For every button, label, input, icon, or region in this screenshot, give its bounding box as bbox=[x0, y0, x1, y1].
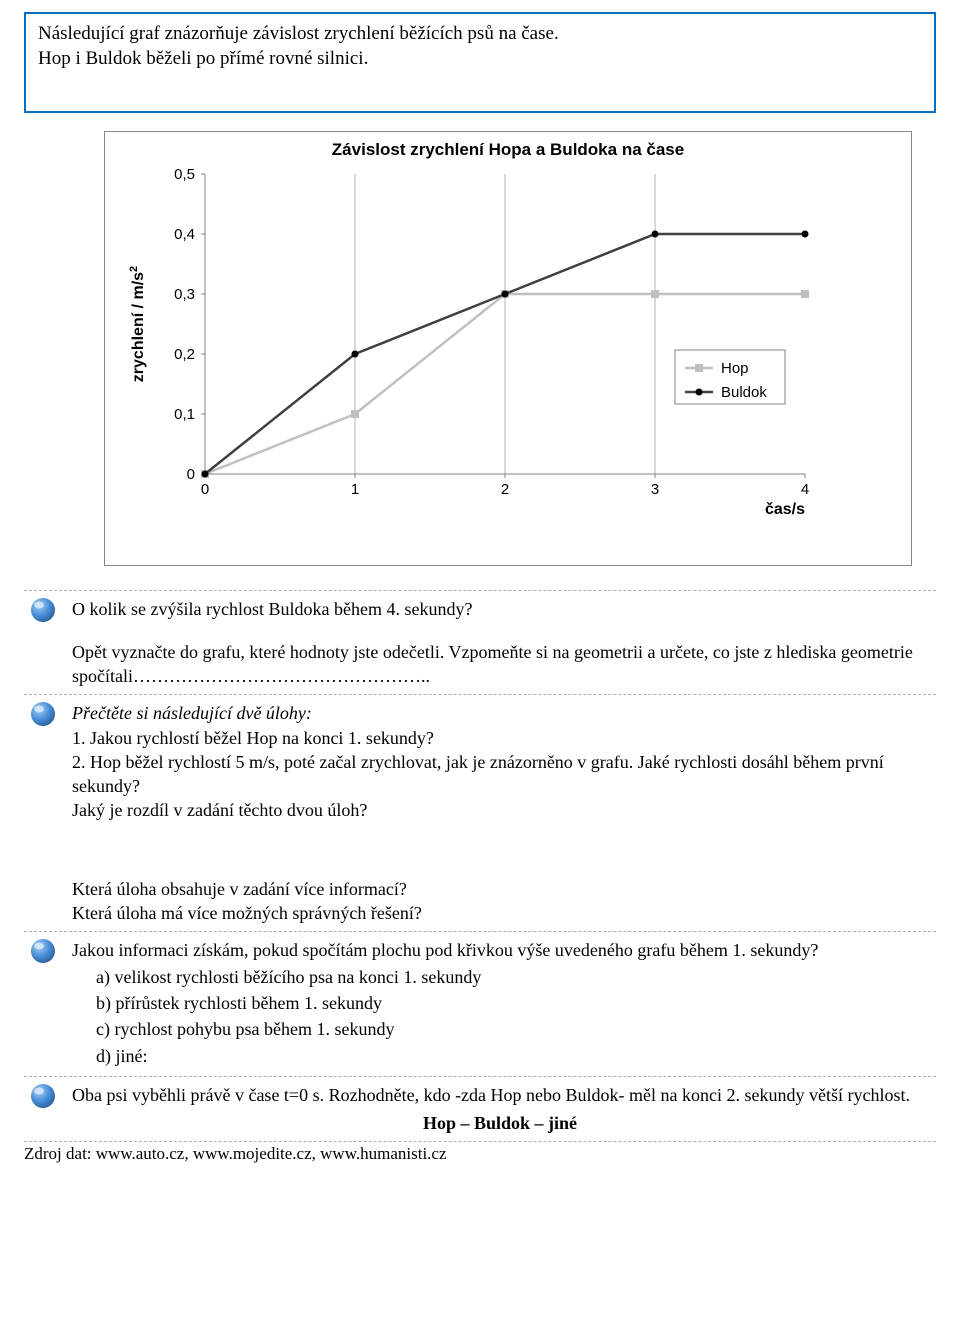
q1-text-2: Opět vyznačte do grafu, které hodnoty js… bbox=[72, 640, 928, 689]
q3-option-d: d) jiné: bbox=[96, 1044, 928, 1068]
chart-title: Závislost zrychlení Hopa a Buldoka na ča… bbox=[113, 140, 903, 160]
q2-intro: Přečtěte si následující dvě úlohy: bbox=[72, 701, 928, 725]
svg-text:2: 2 bbox=[501, 481, 509, 498]
svg-text:4: 4 bbox=[801, 481, 809, 498]
svg-text:0: 0 bbox=[201, 481, 209, 498]
q3-stem: Jakou informaci získám, pokud spočítám p… bbox=[72, 938, 928, 962]
q2-more-info: Která úloha obsahuje v zadání více infor… bbox=[72, 877, 928, 901]
svg-text:Hop: Hop bbox=[721, 360, 749, 377]
svg-text:0,1: 0,1 bbox=[174, 406, 195, 423]
intro-box: Následující graf znázorňuje závislost zr… bbox=[24, 12, 936, 113]
svg-text:0,4: 0,4 bbox=[174, 226, 195, 243]
svg-text:zrychlení / m/s2: zrychlení / m/s2 bbox=[128, 266, 147, 382]
question-4: Oba psi vyběhli právě v čase t=0 s. Rozh… bbox=[24, 1076, 936, 1143]
svg-text:0,3: 0,3 bbox=[174, 286, 195, 303]
question-2: Přečtěte si následující dvě úlohy: 1. Ja… bbox=[24, 694, 936, 931]
intro-line-2: Hop i Buldok běželi po přímé rovné silni… bbox=[38, 47, 922, 72]
question-3: Jakou informaci získám, pokud spočítám p… bbox=[24, 931, 936, 1075]
svg-text:1: 1 bbox=[351, 481, 359, 498]
svg-text:0: 0 bbox=[187, 466, 195, 483]
intro-line-1: Následující graf znázorňuje závislost zr… bbox=[38, 22, 922, 47]
svg-text:čas/s: čas/s bbox=[765, 501, 805, 518]
q3-option-a: a) velikost rychlosti běžícího psa na ko… bbox=[96, 965, 928, 989]
q4-final-choices: Hop – Buldok – jiné bbox=[72, 1111, 928, 1135]
q2-item-2: 2. Hop běžel rychlostí 5 m/s, poté začal… bbox=[72, 750, 928, 799]
q3-option-b: b) přírůstek rychlosti během 1. sekundy bbox=[96, 991, 928, 1015]
q3-option-c: c) rychlost pohybu psa během 1. sekundy bbox=[96, 1017, 928, 1041]
svg-text:3: 3 bbox=[651, 481, 659, 498]
svg-text:Buldok: Buldok bbox=[721, 384, 767, 401]
chart-container: Závislost zrychlení Hopa a Buldoka na ča… bbox=[104, 131, 912, 566]
bullet-icon bbox=[30, 1083, 56, 1109]
svg-text:0,5: 0,5 bbox=[174, 166, 195, 183]
bullet-icon bbox=[30, 938, 56, 964]
questions-table: O kolik se zvýšila rychlost Buldoka běhe… bbox=[24, 590, 936, 1142]
line-chart: 0 0,1 0,2 0,3 0,4 0,5 0 1 2 3 4 zrychlení / m/s2 čas… bbox=[113, 166, 853, 526]
q2-diff: Jaký je rozdíl v zadání těchto dvou úloh… bbox=[72, 798, 928, 822]
data-source: Zdroj dat: www.auto.cz, www.mojedite.cz,… bbox=[24, 1142, 936, 1164]
bullet-icon bbox=[30, 701, 56, 727]
question-1: O kolik se zvýšila rychlost Buldoka běhe… bbox=[24, 590, 936, 694]
q2-item-1: 1. Jakou rychlostí běžel Hop na konci 1.… bbox=[72, 726, 928, 750]
bullet-icon bbox=[30, 597, 56, 623]
svg-text:0,2: 0,2 bbox=[174, 346, 195, 363]
q2-more-solutions: Která úloha má více možných správných ře… bbox=[72, 901, 928, 925]
q4-stem: Oba psi vyběhli právě v čase t=0 s. Rozh… bbox=[72, 1083, 928, 1107]
q1-text-1: O kolik se zvýšila rychlost Buldoka běhe… bbox=[72, 597, 928, 621]
